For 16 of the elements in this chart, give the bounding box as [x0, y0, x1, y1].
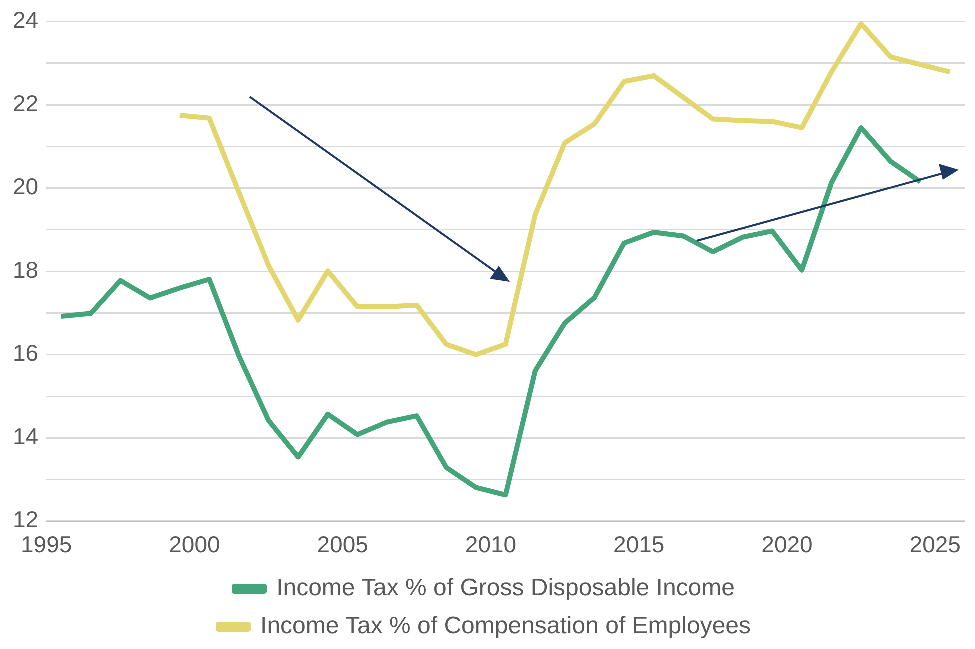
- y-tick-label: 18: [12, 256, 39, 283]
- y-tick-label: 14: [12, 423, 39, 450]
- x-tick-label: 1995: [20, 532, 72, 558]
- legend-label: Income Tax % of Compensation of Employees: [260, 612, 752, 640]
- y-tick-label: 12: [12, 506, 39, 533]
- y-tick-label: 20: [12, 174, 39, 200]
- x-tick-label: 2025: [910, 532, 961, 558]
- x-tick-label: 2000: [169, 532, 220, 558]
- x-tick-label: 2015: [614, 532, 665, 558]
- y-tick-label: 22: [12, 90, 39, 116]
- x-tick-label: 2005: [317, 532, 368, 558]
- x-tick-label: 2010: [465, 532, 517, 558]
- x-tick-label: 2020: [762, 532, 813, 558]
- legend-label: Income Tax % of Gross Disposable Income: [276, 574, 736, 602]
- y-tick-label: 16: [12, 340, 39, 366]
- y-tick-label: 24: [12, 7, 39, 34]
